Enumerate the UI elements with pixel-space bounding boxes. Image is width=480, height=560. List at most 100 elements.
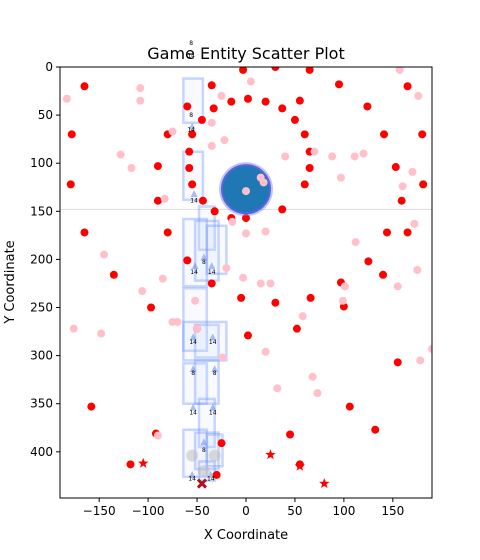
red-point [243,331,252,340]
pink-point [414,91,423,100]
red-point [207,279,216,288]
grey-marker [186,449,199,462]
triangle-marker [211,365,219,373]
pink-point [428,344,432,353]
y-tick-label: 350 [30,397,53,411]
entity-outline-box [197,205,216,252]
triangle-marker [200,438,208,446]
y-tick-label: 300 [30,349,53,363]
pink-point [158,274,167,283]
pink-point [136,96,145,105]
red-point [147,303,156,312]
red-point [87,402,96,411]
point-label: 8 [202,259,206,266]
red-point [237,293,246,302]
entity-outline-box [182,287,209,353]
pink-point [239,273,248,282]
pink-point [393,282,402,291]
red-point [261,97,270,106]
triangle-marker [188,470,196,478]
pink-point [261,347,270,356]
y-tick-label: 250 [30,301,53,315]
x-point [196,478,208,489]
point-label: 8 [202,447,206,454]
red-point [382,228,391,237]
red-point [185,147,194,156]
red-point [271,298,280,307]
red-point [183,102,192,111]
red-point [153,162,162,171]
triangle-marker [207,470,215,478]
red-point [278,205,287,214]
red-point [418,130,427,139]
pink-point [138,287,147,296]
triangle-marker [191,262,199,270]
red-point [243,94,252,103]
point-label: 14 [190,198,198,205]
pink-point [350,152,359,161]
pink-point [313,389,322,398]
pink-point [328,152,337,161]
overlay-pink-point [242,187,250,196]
overlay-pink-point [259,178,268,187]
triangle-marker [200,253,208,261]
red-point [209,104,218,113]
x-tick-label: −150 [83,504,116,518]
x-axis-label: X Coordinate [204,528,288,543]
x-tick-label: 100 [332,504,355,518]
red-point [126,460,135,469]
pink-point [413,265,422,274]
red-point [188,180,197,189]
point-label: 14 [189,409,197,416]
y-tick-label: 400 [30,445,53,459]
data-points [62,67,432,489]
pink-point [218,353,227,362]
y-tick-label: 150 [30,204,53,218]
red-point [278,104,287,113]
point-label: 8 [189,112,193,119]
pink-point [408,167,417,176]
red-point [188,130,197,139]
red-point [239,67,248,74]
point-label: 8 [191,370,195,377]
chart-title: Game Entity Scatter Plot [147,44,344,63]
triangle-marker [189,403,197,411]
point-label: 14 [208,269,216,276]
x-tick-label: 150 [381,504,404,518]
pink-point [127,164,136,173]
entity-outline-box [182,217,209,288]
point-label: 14 [209,409,217,416]
red-point [335,80,343,89]
point-label: 14 [190,269,198,276]
pink-point [273,384,282,393]
entity-outline-box [197,397,216,449]
pink-point [100,250,109,259]
pink-point [336,173,345,182]
triangle-marker [208,262,216,270]
triangle-marker [209,333,217,341]
point-label: 14 [187,52,195,59]
red-point [286,430,295,439]
triangle-marker [189,365,197,373]
pink-point [220,136,229,145]
red-point [300,130,309,139]
pink-point [256,279,265,288]
red-point [80,228,89,237]
pink-point [217,91,226,100]
red-point [403,82,412,91]
triangle-marker [188,122,196,130]
pink-point [351,238,360,247]
red-point [109,270,118,279]
star-point [137,457,149,468]
pink-point [242,229,250,238]
y-tick-label: 200 [30,252,53,266]
pink-point [298,312,307,321]
pink-point [308,372,317,381]
red-point [242,214,250,223]
y-axis-label: Y Coordinate [3,240,18,324]
point-label: 14 [187,126,195,133]
star-point [294,460,306,471]
pink-point [193,324,202,333]
entity-outlines [182,77,228,482]
